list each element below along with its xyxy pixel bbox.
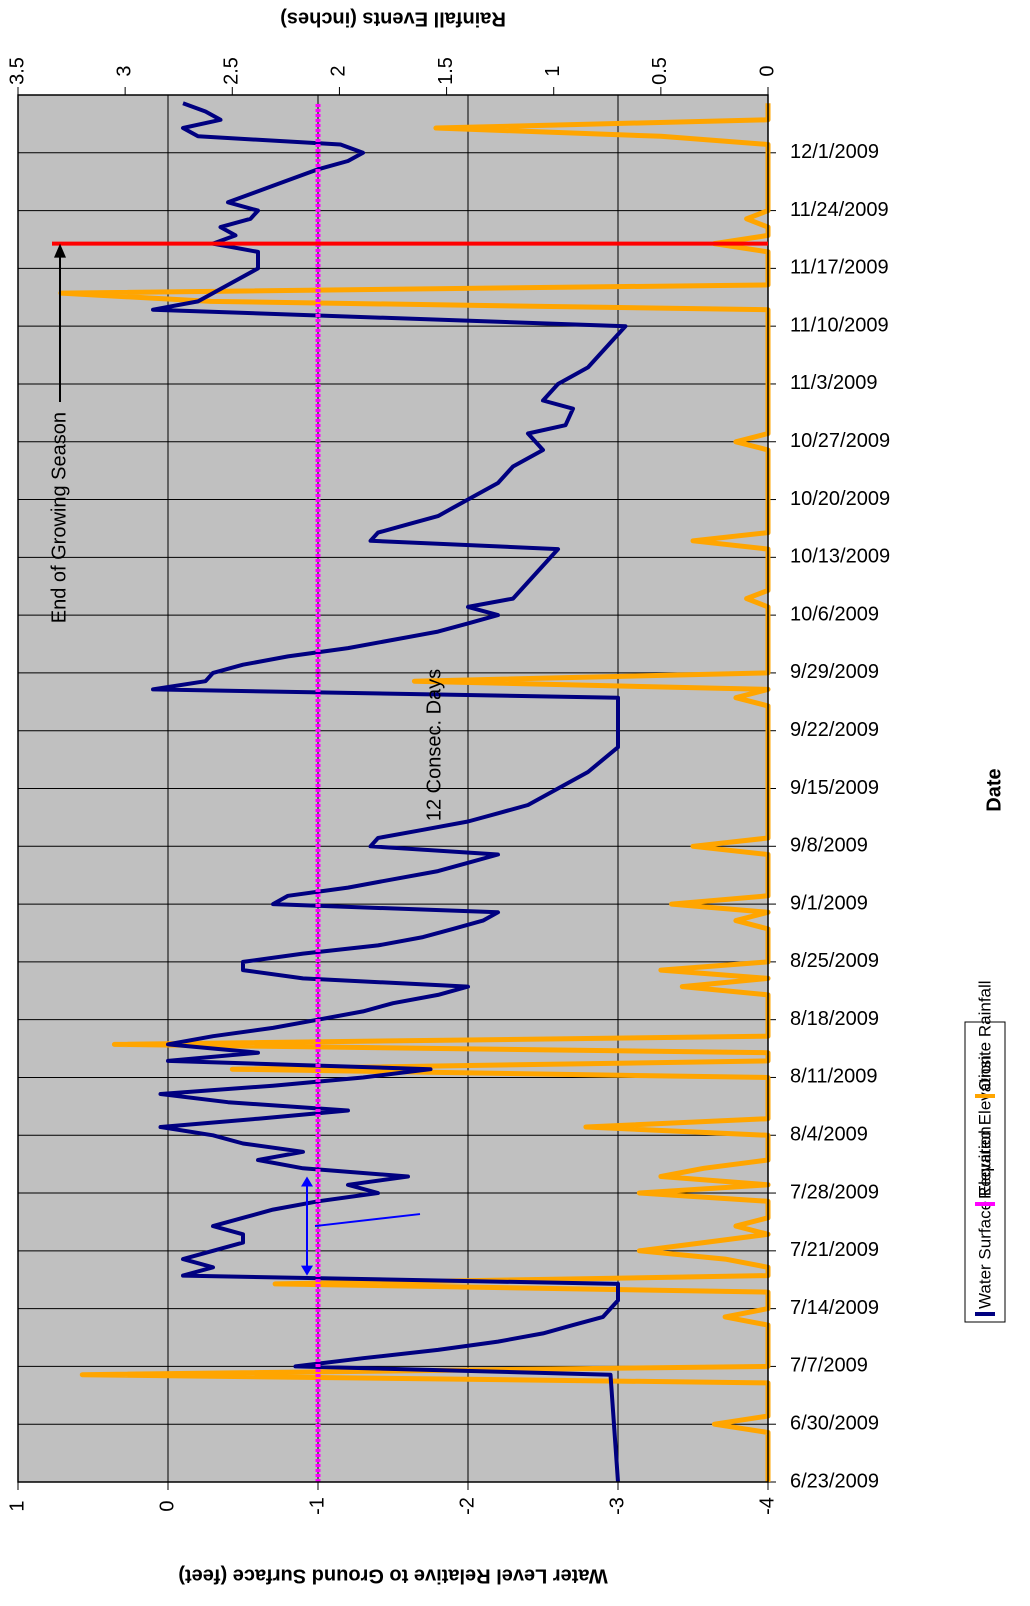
legend-label: Required Elevation: [975, 1055, 994, 1199]
x-tick-label: 11/17/2009: [790, 257, 889, 279]
span-arrowhead: [301, 1176, 313, 1187]
y2-tick-label: 0.5: [649, 57, 671, 85]
x-tick-label: 8/11/2009: [790, 1066, 878, 1088]
x-tick-label: 8/25/2009: [790, 950, 879, 972]
x-tick-label: 9/15/2009: [790, 777, 879, 799]
annotation: 12 Consec. Days: [423, 669, 445, 821]
x-tick-label: 10/27/2009: [790, 430, 890, 452]
series-line: [151, 101, 628, 1483]
x-tick-label: 9/8/2009: [790, 835, 868, 857]
x-tick-label: 11/24/2009: [790, 199, 889, 221]
x-tick-label: 9/29/2009: [790, 661, 879, 683]
y2-tick-label: 2: [328, 65, 350, 76]
x-tick-label: 7/21/2009: [790, 1239, 879, 1261]
x-tick-label: 7/28/2009: [790, 1181, 879, 1203]
x-tick-label: 11/3/2009: [790, 372, 878, 394]
x-tick-label: 11/10/2009: [790, 314, 889, 336]
x-tick-label: 9/22/2009: [790, 719, 879, 741]
legend-label: Onsite Rainfall: [975, 980, 994, 1091]
y2-axis-title: Rainfall Events (inches): [280, 8, 506, 30]
y-tick-label: 1: [6, 1500, 28, 1511]
x-axis-title: Date: [983, 768, 1005, 811]
y2-tick-label: 1.5: [435, 57, 457, 85]
y-tick-label: -1: [306, 1497, 328, 1515]
y2-tick-label: 3: [113, 65, 135, 76]
annotation-arrow: [314, 1213, 421, 1228]
annotation-arrowhead: [54, 243, 66, 258]
x-tick-label: 9/1/2009: [790, 892, 868, 914]
span-arrowhead: [301, 1265, 313, 1276]
y2-tick-label: 0: [756, 65, 778, 76]
y-tick-label: -4: [756, 1497, 778, 1515]
x-tick-label: 7/14/2009: [790, 1297, 879, 1319]
x-tick-label: 8/18/2009: [790, 1008, 879, 1030]
x-tick-label: 10/13/2009: [790, 546, 890, 568]
legend-label: Water Surface Elevation: [975, 1126, 994, 1309]
x-tick-label: 6/30/2009: [790, 1412, 879, 1434]
y-axis-title: Water Level Relative to Ground Surface (…: [178, 1565, 607, 1587]
y2-tick-label: 2.5: [221, 57, 243, 85]
y2-tick-label: 1: [542, 65, 564, 76]
plot-border: [17, 94, 769, 1483]
y-tick-label: -2: [456, 1497, 478, 1515]
annotation: End of Growing Season: [48, 412, 70, 623]
x-tick-label: 10/6/2009: [790, 603, 879, 625]
x-tick-label: 12/1/2009: [790, 141, 879, 163]
x-tick-label: 8/4/2009: [790, 1124, 868, 1146]
y2-tick-label: 3.5: [6, 57, 28, 85]
x-tick-label: 10/20/2009: [790, 488, 890, 510]
y-tick-label: -3: [606, 1497, 628, 1515]
x-tick-label: 6/23/2009: [790, 1470, 879, 1492]
y-tick-label: 0: [156, 1500, 178, 1511]
x-tick-label: 7/7/2009: [790, 1355, 868, 1377]
